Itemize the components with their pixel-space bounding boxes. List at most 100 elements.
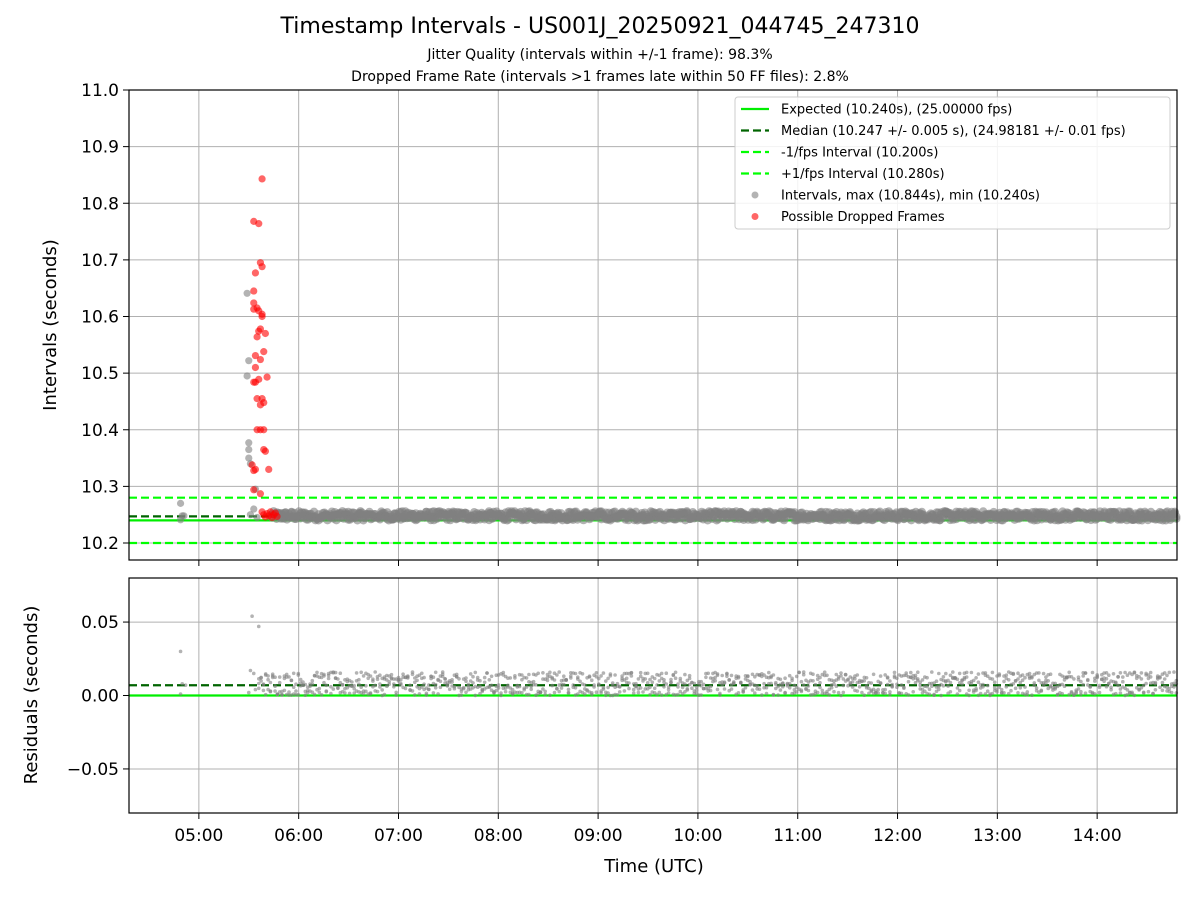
bot-band-point: [615, 681, 620, 686]
bot-band-point: [694, 688, 699, 692]
bot-band-point: [732, 681, 736, 686]
bot-band-point: [517, 684, 522, 689]
bot-band-point: [1032, 683, 1037, 687]
bot-band-point: [1006, 691, 1011, 696]
bot-band-point: [648, 685, 652, 690]
bot-band-point: [941, 684, 946, 688]
bot-band-point: [536, 671, 540, 676]
bot-band-point: [797, 670, 801, 675]
top-point-possible-dropped-frames: [250, 287, 258, 295]
top-panel-axes: 10.2 10.3 10.4 10.5 10.6 10.7 10.8 10.9 11.0: [81, 81, 1178, 566]
bot-band-point: [944, 671, 948, 676]
bot-band-point: [645, 671, 650, 676]
bot-band-point: [475, 675, 480, 680]
bot-band-point: [375, 677, 380, 682]
bot-band-point: [853, 677, 857, 681]
bot-band-point: [410, 689, 415, 693]
bot-band-point: [1148, 675, 1153, 679]
bot-band-point: [888, 690, 892, 694]
bot-band-point: [520, 691, 524, 695]
bot-band-point: [552, 678, 557, 682]
bot-band-point: [1097, 685, 1102, 690]
bot-band-point: [345, 686, 350, 690]
bot-band-point: [361, 691, 366, 696]
bot-band-point: [806, 684, 811, 688]
bot-band-point: [296, 692, 301, 697]
bot-point-residuals: [246, 690, 251, 695]
bot-band-point: [764, 685, 769, 690]
top-point-possible-dropped-frames: [258, 263, 266, 271]
bot-band-point: [541, 671, 545, 675]
bot-band-point: [999, 687, 1004, 692]
bot-band-point: [916, 670, 920, 674]
bot-band-point: [627, 681, 631, 685]
bot-band-point: [652, 686, 657, 691]
top-point-possible-dropped-frames: [255, 327, 263, 335]
bot-band-point: [352, 687, 357, 691]
bot-band-point: [997, 672, 1002, 676]
bot-band-point: [1141, 691, 1146, 695]
bot-band-point: [678, 676, 683, 681]
bot-band-point: [778, 677, 783, 682]
bot-band-point: [385, 684, 389, 688]
top-point-possible-dropped-frames: [251, 465, 260, 473]
bot-band-point: [883, 687, 887, 692]
bot-band-point: [289, 678, 294, 682]
bot-band-point: [827, 693, 832, 697]
bot-band-point: [895, 685, 899, 689]
bot-band-point: [792, 688, 797, 692]
bot-band-point: [1090, 670, 1095, 675]
bot-band-point: [643, 677, 648, 681]
bot-band-point: [1030, 693, 1034, 697]
bot-band-point: [969, 670, 974, 675]
bot-band-point: [1144, 681, 1148, 686]
bot-band-point: [417, 692, 422, 696]
bot-band-point: [510, 687, 515, 692]
top-point-possible-dropped-frames: [261, 447, 270, 455]
bot-band-point: [895, 682, 899, 687]
bot-band-point: [638, 670, 643, 675]
bot-band-point: [636, 690, 641, 695]
bot-band-point: [592, 683, 596, 687]
bot-band-point: [727, 678, 731, 682]
bot-band-point: [655, 692, 659, 697]
bot-band-point: [268, 689, 273, 693]
bot-band-point: [324, 690, 329, 694]
top-point-intervals: [180, 512, 188, 520]
x-axis-label: Time (UTC): [603, 856, 704, 877]
bot-band-point: [1034, 686, 1039, 690]
top-point-possible-dropped-frames: [255, 220, 263, 228]
bot-band-point: [468, 672, 473, 676]
bot-band-point: [361, 674, 366, 678]
bot-band-point: [259, 676, 263, 680]
legend-marker: [751, 213, 759, 220]
bot-band-point: [862, 693, 867, 697]
x-tick-label: 06:00: [274, 826, 323, 846]
bot-band-point: [319, 693, 324, 697]
bot-band-point: [948, 680, 953, 685]
bot-band-point: [478, 684, 482, 689]
bot-band-point: [464, 690, 468, 695]
bot-band-point: [357, 677, 361, 682]
bot-band-point: [955, 677, 960, 682]
bot-band-point: [1097, 690, 1102, 695]
bot-band-point: [662, 685, 666, 689]
bot-band-point: [699, 693, 703, 697]
bot-band-point: [522, 687, 526, 692]
bot-band-point: [555, 687, 559, 691]
top-point-intervals: [245, 445, 253, 454]
bot-band-point: [787, 686, 792, 690]
bot-band-point: [699, 679, 703, 684]
bot-band-point: [394, 693, 399, 697]
bot-band-point: [604, 693, 608, 698]
bot-band-point: [392, 685, 396, 689]
top-point-intervals: [243, 289, 251, 297]
bot-band-point: [1079, 689, 1083, 694]
bot-band-point: [478, 691, 482, 696]
bot-band-point: [489, 683, 494, 688]
bot-band-point: [634, 684, 638, 689]
legend-marker: [751, 191, 759, 199]
bot-band-point: [329, 691, 333, 696]
bot-band-point: [543, 692, 547, 697]
bot-band-point: [1060, 691, 1064, 696]
